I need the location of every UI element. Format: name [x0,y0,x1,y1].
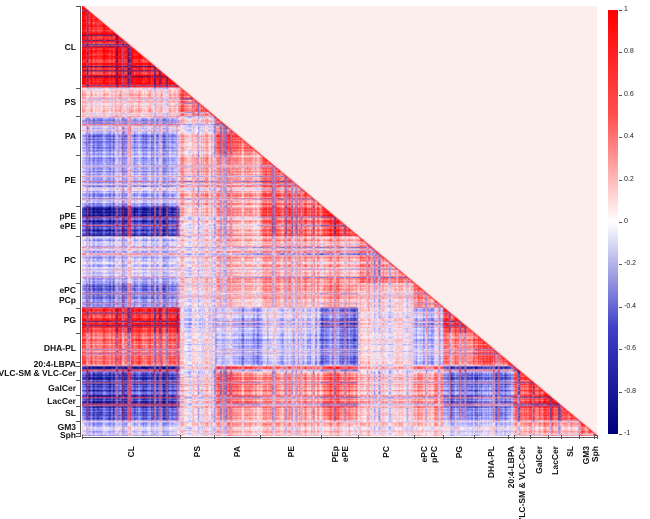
y-axis-tick [76,283,81,285]
x-axis-tick [413,435,415,439]
x-axis-label: PE [285,446,296,458]
y-axis-line [80,6,81,436]
y-axis-tick [76,87,81,89]
y-axis-label: VLC-SM & VLC-Cer [0,368,76,379]
y-axis-label: PA [64,130,76,141]
colorbar-tick [619,434,622,435]
y-axis-label: LacCer [47,395,76,406]
y-axis-label: SL [65,408,76,419]
x-axis-label: PA [232,446,243,458]
x-axis-label: PC [380,446,391,458]
x-axis-tick [561,435,563,439]
y-axis-tick [76,236,81,238]
x-axis-tick [529,435,531,439]
y-axis-label: PG [63,315,76,326]
x-axis-tick [357,435,359,439]
x-axis-tick [321,435,323,439]
colorbar-tick-label: -0.2 [624,260,637,268]
x-axis-tick [508,435,510,439]
x-axis-tick [597,435,598,439]
y-axis-tick [76,307,81,309]
x-axis-label: Sph [590,446,601,463]
x-axis-tick [82,435,83,439]
colorbar-tick-label: 0.6 [624,90,634,98]
y-axis-label: pPE ePE [59,211,76,231]
x-axis-tick [593,435,595,439]
y-axis-label: GalCer [48,382,76,393]
x-axis-label: PG [453,446,464,459]
colorbar-tick-label: 0.8 [624,48,634,56]
colorbar-tick [619,264,622,266]
colorbar-tick-label: 1 [624,6,628,13]
x-axis-tick [578,435,580,439]
x-axis-label: ePC pPC [418,446,439,463]
y-axis-tick [76,436,81,437]
colorbar-tick-label: -0.8 [624,387,637,395]
x-axis-tick [473,435,475,439]
y-axis-tick [76,406,81,408]
colorbar-tick-label: 0.4 [624,133,634,141]
colorbar-tick [619,222,622,223]
y-axis-tick [76,379,81,381]
y-axis-label: 20:4-LBPA [33,359,76,370]
y-axis-label: PC [64,254,76,265]
y-axis-tick [76,366,81,368]
colorbar-tick-label: -1 [624,430,631,437]
x-axis-tick [443,435,445,439]
x-axis-tick [548,435,550,439]
y-axis-tick [76,6,81,7]
x-axis-label: GalCer [533,446,544,474]
colorbar-tick-label: -0.4 [624,302,637,310]
colorbar-tick [619,179,622,181]
y-axis-tick [76,333,81,335]
x-axis-label: SL [565,446,576,457]
y-axis-label: Sph [59,429,76,440]
colorbar-tick [619,10,622,11]
x-axis-label: PS [192,446,202,458]
y-axis-tick [76,116,81,118]
colorbar [608,10,618,434]
colorbar-tick-label: -0.6 [624,345,637,353]
y-axis-tick [76,362,81,364]
colorbar-tick [619,94,622,96]
colorbar-tick [619,306,622,308]
x-axis-tick [179,435,181,439]
colorbar-tick [619,137,622,139]
x-axis-tick [513,435,515,439]
x-axis-label: PEp ePE [329,446,350,463]
colorbar-tick-label: 0.2 [624,175,634,183]
colorbar-tick [619,52,622,54]
y-axis-tick [76,154,81,156]
x-axis-label: 20:4-LBPA [505,446,516,489]
y-axis-tick [76,433,81,435]
y-axis-label: GM3 [57,422,76,433]
x-axis-label: DHA-PL [486,446,497,479]
x-axis-label: VLC-SM & VLC-Cer [516,446,527,519]
y-axis-label: PS [64,97,76,108]
x-axis-label: LacCer [549,446,560,475]
y-axis-tick [76,420,81,422]
y-axis-tick [76,395,81,397]
colorbar-tick-label: 0 [624,218,628,225]
y-axis-label: CL [64,41,76,52]
x-axis-label: CL [125,446,136,458]
x-axis-tick [260,435,262,439]
colorbar-tick [619,391,622,393]
x-axis-tick [214,435,216,439]
y-axis-label: DHA-PL [43,342,76,353]
y-axis-label: ePC PCp [59,285,76,306]
colorbar-tick [619,349,622,351]
y-axis-label: PE [64,175,76,186]
x-axis-line [82,437,597,438]
y-axis-tick [76,205,81,207]
heatmap-matrix [82,6,597,436]
